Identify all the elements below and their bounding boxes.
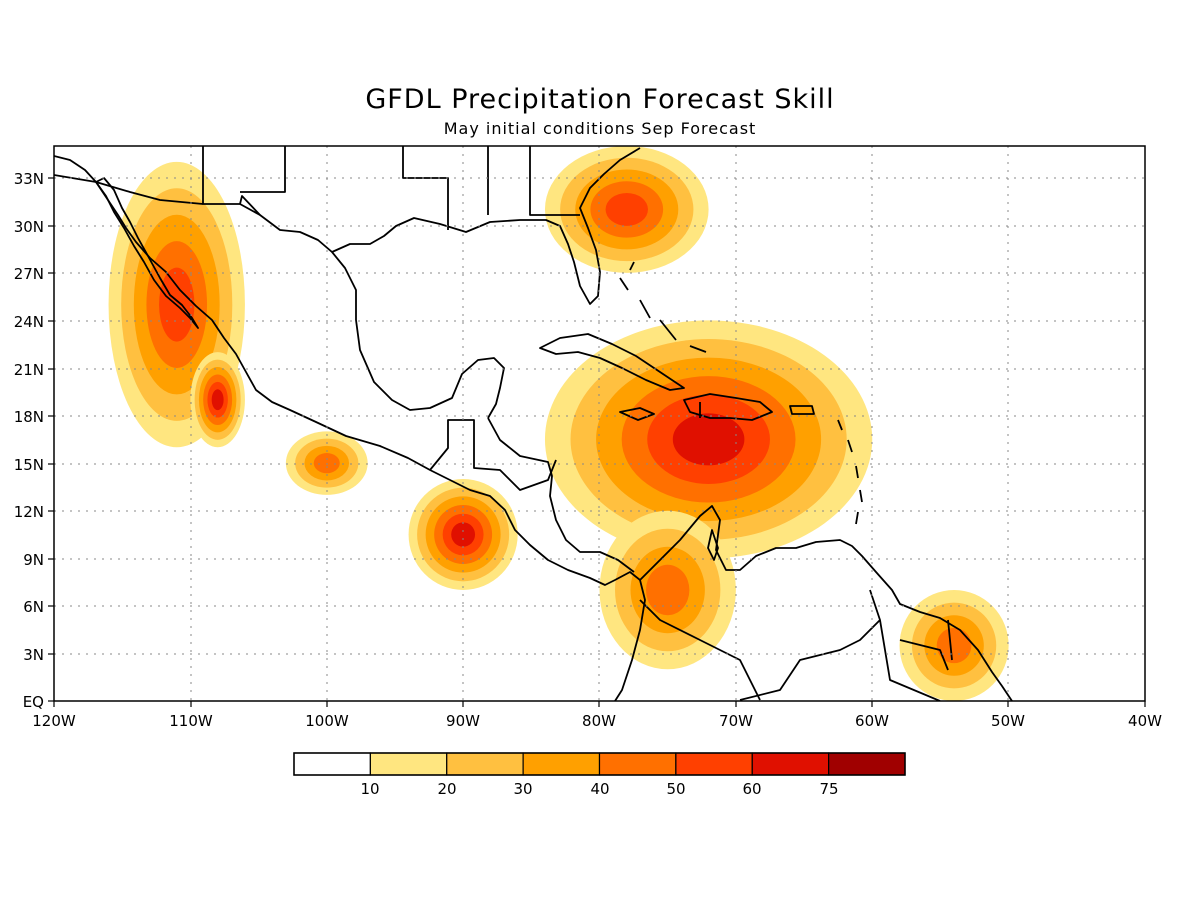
lon-tick-label: 90W	[446, 712, 480, 730]
baja-california	[95, 177, 199, 329]
lat-tick-label: 18N	[14, 408, 44, 426]
colorbar-swatch	[828, 752, 906, 776]
lat-tick-label: 21N	[14, 361, 44, 379]
skill-contour	[211, 389, 224, 411]
colorbar-swatch	[751, 752, 830, 776]
lat-tick-label: 15N	[14, 456, 44, 474]
lat-tick-label: 33N	[14, 170, 44, 188]
cuba	[539, 333, 685, 391]
lat-tick-labels: EQ 3N 6N 9N 12N 15N 18N 21N 24N 27N 30N …	[14, 170, 44, 711]
skill-contour	[645, 564, 690, 616]
grid-lines	[54, 146, 1145, 701]
lon-tick-labels: 120W 110W 100W 90W 80W 70W 60W 50W 40W	[32, 712, 1162, 730]
lon-tick-label: 120W	[32, 712, 76, 730]
lat-tick-label: 24N	[14, 313, 44, 331]
lat-tick-label: 30N	[14, 218, 44, 236]
bahamas	[619, 261, 707, 353]
skill-contour	[936, 627, 972, 664]
colorbar-label: 60	[742, 780, 761, 798]
central-america-caribbean-coast	[487, 417, 635, 573]
map-title: GFDL Precipitation Forecast Skill	[365, 84, 835, 115]
us-mexico-border	[54, 174, 261, 216]
skill-contour	[672, 413, 745, 466]
tick-marks	[48, 177, 1146, 707]
pacific-coastline	[54, 155, 646, 701]
lon-tick-label: 110W	[169, 712, 213, 730]
colorbar-frame	[293, 752, 906, 776]
lat-tick-label: 12N	[14, 503, 44, 521]
lon-tick-label: 70W	[719, 712, 753, 730]
lon-tick-label: 50W	[991, 712, 1025, 730]
map-subtitle: May initial conditions Sep Forecast	[443, 119, 757, 138]
lat-tick-label: 3N	[23, 646, 44, 664]
colorbar-label: 50	[666, 780, 685, 798]
skill-field	[108, 146, 1009, 701]
lake-maracaibo	[707, 529, 719, 561]
lat-tick-label: 27N	[14, 265, 44, 283]
coastlines	[54, 146, 1013, 701]
us-gulf-coast	[331, 147, 641, 305]
colorbar: 10 20 30 40 50 60 75	[293, 752, 906, 798]
us-state-lines	[240, 146, 580, 230]
puerto-rico	[789, 405, 815, 415]
colorbar-label: 20	[437, 780, 456, 798]
lon-tick-label: 80W	[582, 712, 616, 730]
lon-tick-label: 40W	[1128, 712, 1162, 730]
lon-tick-label: 60W	[855, 712, 889, 730]
colorbar-swatch	[293, 752, 371, 776]
lat-tick-label: 6N	[23, 598, 44, 616]
lat-tick-label: 9N	[23, 551, 44, 569]
colorbar-swatch	[675, 752, 753, 776]
colorbar-label: 40	[590, 780, 609, 798]
skill-contour	[313, 453, 340, 474]
skill-contour	[605, 192, 648, 226]
colorbar-label: 30	[513, 780, 532, 798]
lat-tick-label: EQ	[23, 693, 44, 711]
central-america-borders	[429, 419, 557, 491]
south-america-coast	[639, 505, 1013, 701]
colorbar-label: 75	[819, 780, 838, 798]
colorbar-swatch	[369, 752, 448, 776]
colorbar-swatch	[446, 752, 524, 776]
colorbar-label: 10	[360, 780, 379, 798]
lesser-antilles	[837, 419, 863, 525]
south-america-borders	[639, 589, 953, 701]
lon-tick-label: 100W	[305, 712, 349, 730]
colorbar-swatch	[522, 752, 601, 776]
skill-contour	[451, 522, 476, 547]
jamaica	[619, 407, 655, 421]
colorbar-swatch	[598, 752, 677, 776]
